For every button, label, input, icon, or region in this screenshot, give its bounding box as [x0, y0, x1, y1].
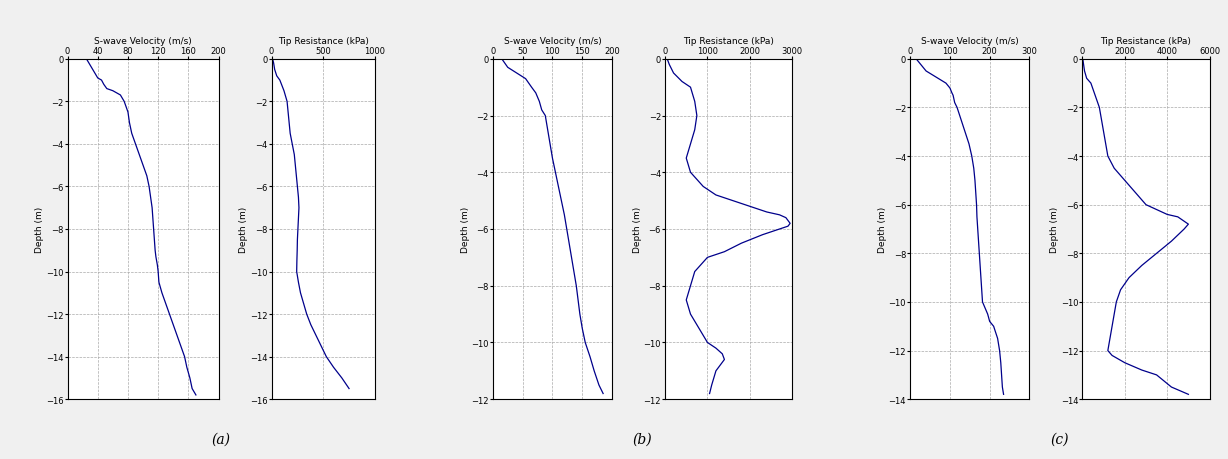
X-axis label: Tip Resistance (kPa): Tip Resistance (kPa) [683, 37, 774, 46]
X-axis label: S-wave Velocity (m/s): S-wave Velocity (m/s) [921, 37, 1019, 46]
Text: (a): (a) [211, 431, 231, 445]
Y-axis label: Depth (m): Depth (m) [1050, 207, 1060, 252]
X-axis label: Tip Resistance (kPa): Tip Resistance (kPa) [1100, 37, 1191, 46]
Y-axis label: Depth (m): Depth (m) [632, 207, 642, 252]
Text: (c): (c) [1051, 431, 1070, 445]
Y-axis label: Depth (m): Depth (m) [36, 207, 44, 252]
Y-axis label: Depth (m): Depth (m) [239, 207, 248, 252]
Y-axis label: Depth (m): Depth (m) [460, 207, 470, 252]
X-axis label: S-wave Velocity (m/s): S-wave Velocity (m/s) [95, 37, 192, 46]
Text: (b): (b) [632, 431, 652, 445]
X-axis label: Tip Resistance (kPa): Tip Resistance (kPa) [278, 37, 368, 46]
Y-axis label: Depth (m): Depth (m) [878, 207, 887, 252]
X-axis label: S-wave Velocity (m/s): S-wave Velocity (m/s) [503, 37, 602, 46]
